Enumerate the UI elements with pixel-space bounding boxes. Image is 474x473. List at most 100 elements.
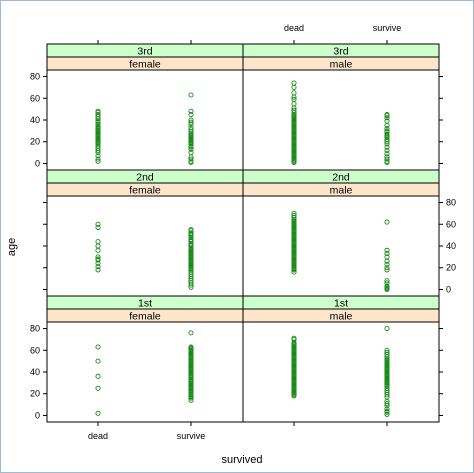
data-point <box>384 349 390 355</box>
y-tick-label-right: 0 <box>446 284 451 294</box>
data-point <box>384 283 390 289</box>
strip-sex-label: female <box>129 59 161 71</box>
data-point <box>384 144 390 150</box>
data-point <box>188 117 194 123</box>
y-tick-label-right: 60 <box>446 219 456 229</box>
data-point <box>291 335 297 341</box>
y-tick-label-left: 60 <box>30 93 40 103</box>
strip-class-label: 3rd <box>333 46 348 58</box>
data-point <box>384 265 390 271</box>
data-point <box>95 264 101 270</box>
panels-layer: 3rdfemale3rdmale2ndfemale2ndmale1stfemal… <box>46 43 440 423</box>
data-point <box>384 112 390 118</box>
data-point <box>95 243 101 249</box>
data-point <box>384 131 390 137</box>
data-point <box>384 126 390 132</box>
strip-class-label: 1st <box>334 298 348 310</box>
x-tick-label-top: survive <box>373 23 402 33</box>
data-point <box>384 156 390 162</box>
strip-sex-label: female <box>129 311 161 323</box>
y-tick-label-right: 80 <box>446 198 456 208</box>
strip-class-label: 2nd <box>136 172 154 184</box>
data-point <box>95 153 101 159</box>
data-point <box>291 96 297 102</box>
data-point <box>188 108 194 114</box>
data-point <box>188 344 194 350</box>
data-point <box>384 278 390 284</box>
data-point <box>188 156 194 162</box>
strip-sex-label: female <box>129 185 161 197</box>
y-axis-title: age <box>6 238 18 256</box>
data-point <box>384 254 390 260</box>
strip-sex-label: male <box>330 311 353 323</box>
data-point <box>95 221 101 227</box>
strip-class-label: 2nd <box>332 172 350 184</box>
data-point <box>384 247 390 253</box>
data-point <box>95 108 101 114</box>
panel-border <box>46 195 244 297</box>
data-point <box>384 115 390 121</box>
data-point <box>384 219 390 225</box>
data-point <box>384 118 390 124</box>
data-point <box>384 347 390 353</box>
data-point <box>291 213 297 219</box>
panel-border <box>242 69 440 171</box>
data-point <box>95 121 101 127</box>
y-tick-label-left: 20 <box>30 137 40 147</box>
data-point <box>384 251 390 257</box>
data-point <box>384 154 390 160</box>
data-point <box>291 107 297 113</box>
data-point <box>95 358 101 364</box>
data-point <box>291 84 297 90</box>
data-point <box>384 280 390 286</box>
data-point <box>188 125 194 131</box>
data-point <box>95 247 101 253</box>
data-point <box>384 151 390 157</box>
strip-sex-label: male <box>330 185 353 197</box>
y-tick-label-left: 80 <box>30 324 40 334</box>
data-point <box>95 254 101 260</box>
data-point <box>188 119 194 125</box>
data-point <box>384 128 390 134</box>
panel-border <box>46 69 244 171</box>
data-point <box>384 411 390 417</box>
strip-class-label: 3rd <box>137 46 152 58</box>
data-point <box>188 146 194 152</box>
data-point <box>95 373 101 379</box>
data-point <box>291 210 297 216</box>
data-point <box>188 150 194 156</box>
data-point <box>291 101 297 107</box>
data-point <box>95 410 101 416</box>
data-point <box>291 80 297 86</box>
strip-class-label: 1st <box>138 298 152 310</box>
data-point <box>384 147 390 153</box>
y-tick-label-left: 0 <box>35 158 40 168</box>
y-tick-label-left: 40 <box>30 115 40 125</box>
data-point <box>95 344 101 350</box>
data-point <box>384 400 390 407</box>
data-point <box>384 267 390 273</box>
data-point <box>95 267 101 273</box>
data-point <box>188 230 194 236</box>
data-point <box>188 330 194 336</box>
data-point <box>384 406 390 412</box>
y-tick-label-right: 20 <box>446 263 456 273</box>
data-point <box>95 385 101 391</box>
y-tick-label-left: 80 <box>30 72 40 82</box>
data-point <box>291 90 297 96</box>
data-point <box>95 156 101 162</box>
x-axis-title: survived <box>222 454 263 466</box>
data-point <box>95 112 101 118</box>
data-point <box>95 256 101 262</box>
y-tick-label-right: 40 <box>446 241 456 251</box>
panel-border <box>46 321 244 423</box>
data-point <box>95 239 101 245</box>
data-point <box>188 127 194 133</box>
data-point <box>188 112 194 118</box>
y-tick-label-left: 20 <box>30 389 40 399</box>
y-tick-label-left: 40 <box>30 367 40 377</box>
data-point <box>95 224 101 231</box>
strip-sex-label: male <box>330 59 353 71</box>
panel-border <box>242 321 440 423</box>
